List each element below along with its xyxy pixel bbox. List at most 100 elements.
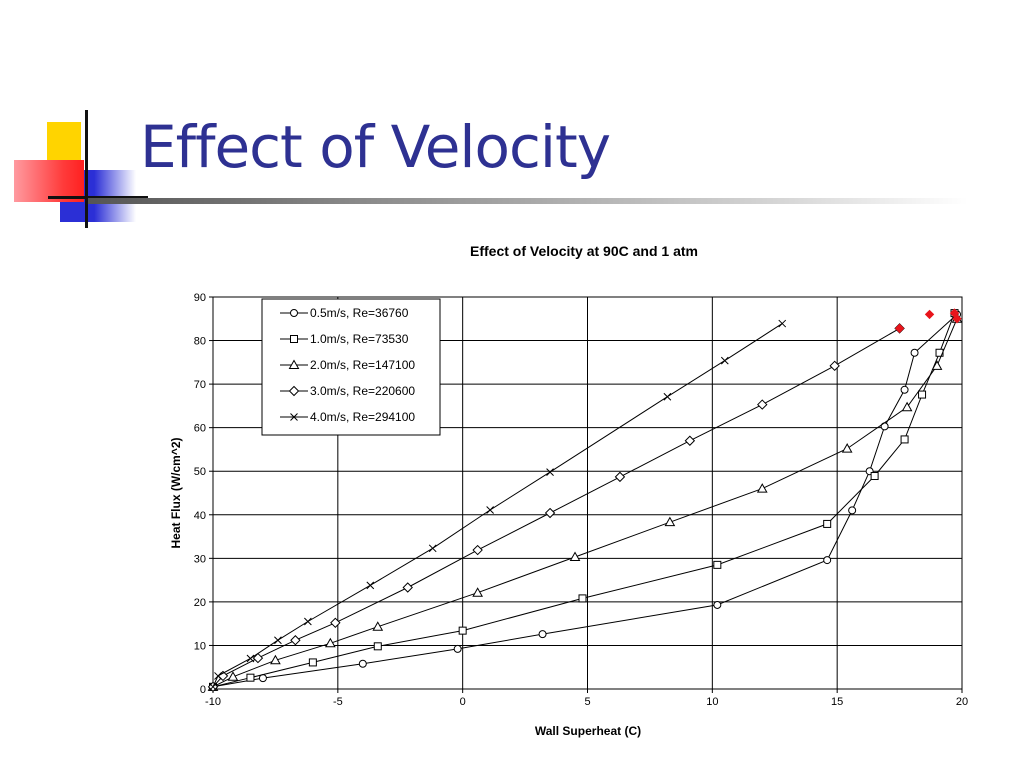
- series: [207, 308, 963, 693]
- y-tick-label: 80: [194, 336, 206, 348]
- data-point: [578, 594, 587, 603]
- data-point: [246, 673, 255, 682]
- title-underline: [88, 198, 968, 204]
- data-point: [453, 644, 462, 653]
- legend-entry: 3.0m/s, Re=220600: [280, 384, 415, 398]
- x-tick-label: 0: [460, 696, 466, 708]
- legend-label: 2.0m/s, Re=147100: [310, 358, 415, 372]
- legend-entry: 0.5m/s, Re=36760: [280, 306, 409, 320]
- x-tick-label: -5: [333, 696, 343, 708]
- y-tick-label: 90: [194, 292, 206, 304]
- decor-vertical-line: [85, 110, 88, 228]
- data-point: [274, 636, 282, 645]
- data-point: [870, 472, 879, 481]
- decor-red-square: [14, 160, 84, 202]
- legend-marker: [288, 385, 300, 397]
- data-point: [901, 401, 913, 412]
- data-point: [900, 385, 909, 394]
- legend-entry: 2.0m/s, Re=147100: [280, 358, 415, 372]
- data-point: [546, 468, 554, 476]
- x-tick-label: 20: [956, 696, 968, 708]
- legend-label: 1.0m/s, Re=73530: [310, 332, 409, 346]
- data-point: [373, 642, 382, 651]
- data-point: [402, 582, 413, 593]
- data-point: [270, 654, 281, 665]
- y-tick-label: 70: [194, 379, 206, 391]
- data-point: [756, 483, 768, 493]
- page-title: Effect of Velocity: [140, 113, 611, 181]
- data-point: [372, 621, 384, 631]
- legend-marker: [290, 335, 298, 343]
- decor-yellow-square: [47, 122, 81, 166]
- highlight-point: [894, 323, 905, 334]
- data-point: [848, 506, 857, 515]
- y-tick-label: 20: [194, 597, 206, 609]
- axes: -10 -5 0 5 10 15 20 0 10 20 30 40 50 60 70 80 90: [194, 292, 968, 708]
- data-point: [829, 360, 840, 372]
- chart-title: Effect of Velocity at 90C and 1 atm: [470, 243, 698, 259]
- highlight-point: [952, 314, 962, 324]
- data-point: [684, 435, 696, 446]
- legend-label: 3.0m/s, Re=220600: [310, 384, 415, 398]
- y-tick-label: 10: [194, 640, 206, 652]
- x-tick-label: 15: [831, 696, 843, 708]
- data-point: [428, 544, 437, 553]
- data-point: [304, 617, 312, 626]
- data-point: [720, 356, 729, 365]
- y-tick-label: 40: [194, 510, 206, 522]
- data-point: [569, 551, 581, 562]
- data-point: [900, 435, 909, 444]
- y-tick-label: 60: [194, 423, 206, 435]
- data-point: [330, 617, 341, 629]
- legend-marker: [288, 359, 300, 369]
- legend-marker: [290, 309, 298, 317]
- x-tick-label: 10: [706, 696, 718, 708]
- legend-label: 4.0m/s, Re=294100: [310, 410, 415, 424]
- data-point: [664, 516, 676, 527]
- y-axis-title: Heat Flux (W/cm^2): [169, 437, 183, 548]
- legend-marker: [290, 413, 298, 421]
- data-point: [214, 672, 222, 680]
- data-point: [458, 626, 467, 635]
- series-line: [212, 323, 783, 688]
- data-point: [538, 630, 547, 639]
- data-point: [931, 360, 943, 370]
- x-tick-label: 5: [584, 696, 590, 708]
- data-point: [823, 519, 832, 528]
- data-point: [778, 319, 787, 328]
- data-point: [663, 392, 672, 401]
- data-point: [227, 671, 239, 681]
- highlight-point: [924, 309, 935, 320]
- legend-entry: 1.0m/s, Re=73530: [280, 332, 409, 346]
- legend-label: 0.5m/s, Re=36760: [310, 306, 409, 320]
- data-point: [910, 348, 919, 357]
- series-5: [209, 319, 787, 691]
- data-point: [544, 507, 556, 519]
- x-tick-label: -10: [205, 696, 221, 708]
- legend-entry: 4.0m/s, Re=294100: [280, 410, 415, 424]
- data-point: [823, 556, 832, 565]
- data-point: [366, 581, 375, 590]
- data-point: [713, 560, 722, 569]
- data-point: [918, 390, 927, 399]
- data-point: [324, 637, 336, 648]
- data-point: [472, 587, 484, 597]
- data-point: [246, 654, 255, 663]
- y-tick-label: 50: [194, 466, 206, 478]
- data-point: [209, 682, 217, 691]
- decor-horizontal-line: [48, 196, 148, 199]
- x-axis-title: Wall Superheat (C): [535, 724, 641, 738]
- data-point: [713, 600, 722, 609]
- legend: 0.5m/s, Re=36760 1.0m/s, Re=73530 2.0m/s, …: [261, 298, 441, 436]
- series-3: [207, 313, 963, 691]
- y-tick-label: 0: [200, 684, 206, 696]
- data-point: [290, 635, 301, 646]
- data-point: [308, 658, 317, 667]
- data-point: [486, 506, 494, 514]
- y-tick-label: 30: [194, 553, 206, 565]
- data-point: [472, 544, 483, 556]
- data-point: [757, 399, 768, 410]
- data-point: [614, 471, 626, 483]
- data-point: [252, 652, 264, 664]
